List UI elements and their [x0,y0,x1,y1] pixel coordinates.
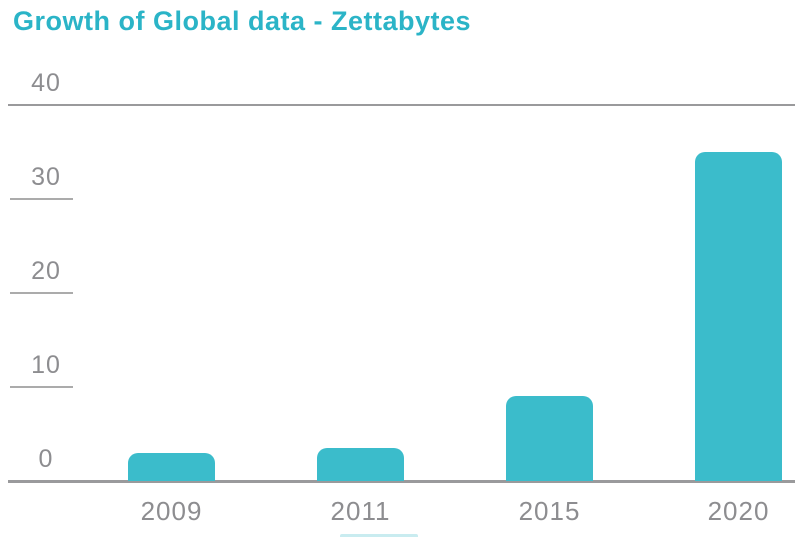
y-axis-tick-label: 10 [31,351,61,379]
y-axis-tick-label: 40 [31,69,61,97]
bottom-cropped-element [340,534,418,537]
x-axis-tick-label: 2015 [518,496,581,526]
y-axis-tick-mark [10,292,73,294]
x-axis-tick-label: 2011 [330,496,391,526]
y-axis-tick-mark [10,386,73,388]
x-axis-tick-label: 2020 [707,496,770,526]
bar-2011 [317,448,404,481]
y-axis-tick-label: 30 [31,163,61,191]
y-axis-tick-mark [10,198,73,200]
chart-title: Growth of Global data - Zettabytes [13,6,472,36]
x-axis-baseline [8,480,795,483]
y-axis-tick-label: 0 [38,445,54,473]
y-axis-tick-label: 20 [31,257,61,285]
bar-2009 [128,452,215,481]
bar-2015 [506,396,593,481]
top-gridline [8,104,795,106]
x-axis-tick-label: 2009 [140,496,203,526]
bar-2020 [695,152,782,481]
